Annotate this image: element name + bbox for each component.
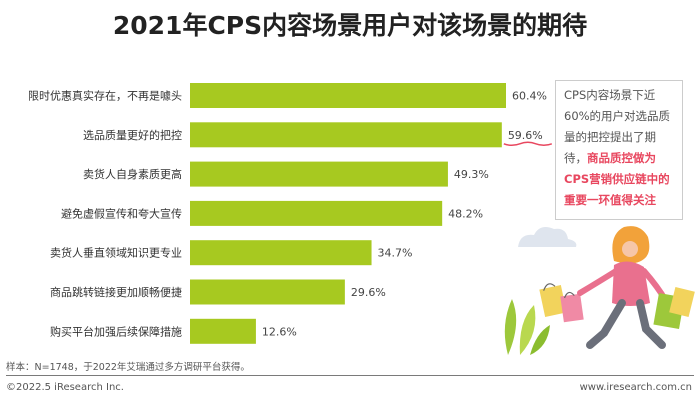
woman-leg-right — [636, 299, 666, 349]
chart-title: 2021年CPS内容场景用户对该场景的期待 — [112, 11, 588, 40]
plant-leaf-right — [530, 325, 550, 355]
category-label: 卖货人垂直领域知识更专业 — [50, 246, 182, 260]
footer-copyright: ©2022.5 iResearch Inc. — [6, 382, 124, 393]
category-label: 购买平台加强后续保障措施 — [50, 324, 182, 338]
bar — [190, 279, 345, 305]
shopping-bag-yellow-right — [669, 286, 695, 318]
woman-body — [612, 261, 650, 306]
woman-leg-left — [586, 299, 626, 349]
cloud-shape — [518, 227, 577, 247]
category-label: 选品质量更好的把控 — [83, 128, 182, 142]
value-label: 60.4% — [512, 90, 547, 103]
sample-note: 样本：N=1748，于2022年艾瑞通过多方调研平台获得。 — [6, 362, 250, 373]
plant-leaf-left — [504, 299, 517, 355]
category-label: 卖货人自身素质更高 — [83, 167, 182, 181]
shopping-bag-yellow — [539, 285, 567, 317]
footer-website: www.iresearch.com.cn — [579, 382, 692, 393]
bar — [190, 318, 256, 344]
value-label: 49.3% — [454, 168, 489, 181]
value-label: 12.6% — [262, 325, 297, 338]
shopping-bag-pink — [560, 293, 584, 323]
value-label: 34.7% — [378, 247, 413, 260]
bag-handle — [543, 283, 556, 291]
value-label: 59.6% — [508, 129, 543, 142]
bar-chart: 限时优惠真实存在，不再是噱头 60.4% 选品质量更好的把控 59.6% 卖货人自身素质… — [28, 83, 553, 344]
shopping-woman-illustration — [504, 226, 695, 355]
footer-divider — [6, 375, 694, 376]
highlight-underline — [503, 141, 553, 147]
bag-handle — [563, 291, 575, 299]
woman-head — [622, 241, 638, 257]
callout-box: CPS内容场景下近60%的用户对选品质量的把控提出了期待，商品质控做为CPS营销… — [555, 80, 683, 220]
bar — [190, 161, 448, 187]
category-label: 避免虚假宣传和夸大宣传 — [61, 206, 182, 220]
woman-arm-left — [577, 268, 619, 296]
value-label: 29.6% — [351, 286, 386, 299]
plant-leaf-mid — [519, 305, 536, 355]
category-label: 商品跳转链接更加顺畅便捷 — [50, 285, 182, 299]
callout-plain-text: CPS内容场景下近60%的用户对选品质量的把控提出了期待， — [564, 88, 671, 165]
category-label: 限时优惠真实存在，不再是噱头 — [28, 89, 182, 103]
callout-highlight-text: 商品质控做为CPS营销供应链中的重要一环值得关注 — [564, 151, 670, 207]
bar — [190, 240, 372, 266]
bar — [190, 122, 502, 148]
bar — [190, 83, 506, 108]
value-label: 48.2% — [448, 207, 483, 220]
bar — [190, 200, 443, 226]
